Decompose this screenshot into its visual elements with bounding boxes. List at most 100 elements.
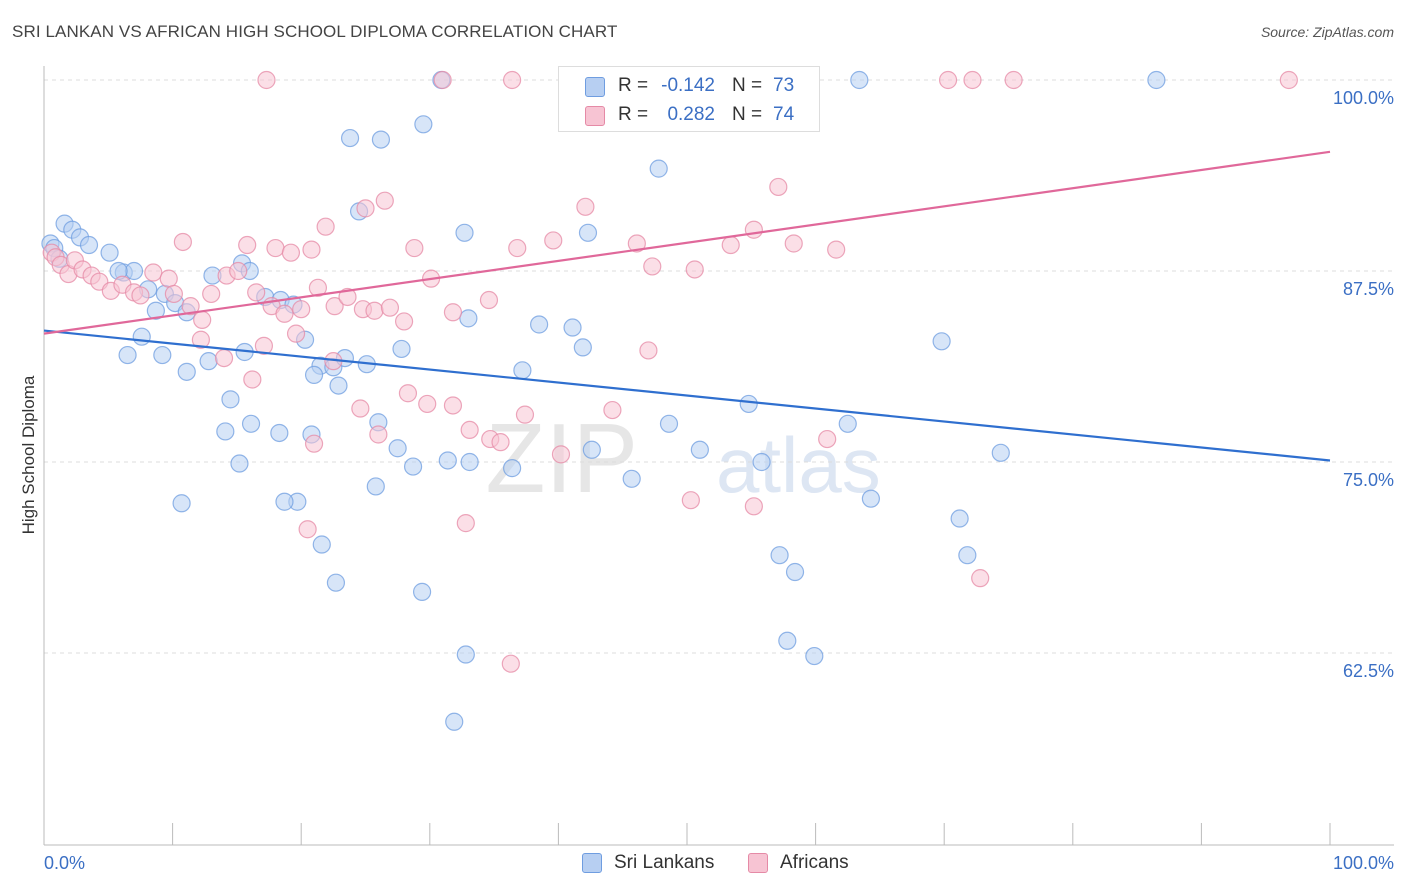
data-point (503, 70, 522, 90)
data-point (744, 220, 763, 239)
data-point (338, 287, 357, 307)
data-point (230, 454, 249, 473)
data-point (199, 352, 218, 371)
y-tick-label: 100.0% (1333, 88, 1394, 108)
data-point (445, 712, 464, 731)
data-point (275, 492, 294, 511)
data-point (144, 263, 163, 282)
x-tick-label-max: 100.0% (1333, 853, 1394, 873)
data-point (578, 223, 598, 242)
data-point (241, 414, 261, 433)
data-point (388, 439, 407, 458)
data-point (79, 235, 99, 255)
data-point (316, 217, 335, 236)
data-point (412, 582, 432, 601)
watermark: ZIP atlas (486, 403, 881, 513)
data-point (1279, 70, 1298, 90)
data-point (394, 312, 414, 331)
data-point (312, 535, 331, 554)
data-point (603, 400, 622, 420)
data-point (861, 489, 880, 508)
data-point (576, 197, 595, 216)
correlation-legend: R = -0.142 N = 73 R = 0.282 N = 74 (558, 66, 820, 132)
data-point (443, 303, 463, 322)
data-point (181, 297, 200, 316)
data-point (503, 459, 522, 478)
africans-trend-line (43, 150, 1331, 335)
data-point (304, 434, 324, 453)
data-point (515, 405, 535, 424)
data-point (971, 569, 990, 588)
y-tick-label: 75.0% (1343, 470, 1394, 490)
data-point (770, 546, 789, 565)
data-point (172, 494, 191, 513)
data-point (456, 645, 475, 664)
data-point (491, 433, 510, 452)
data-point (375, 191, 394, 210)
data-point (177, 362, 196, 381)
data-point (270, 423, 289, 443)
data-point (326, 573, 346, 592)
data-point (739, 394, 758, 414)
data-point (443, 396, 463, 415)
data-point (366, 477, 385, 496)
data-point (460, 452, 479, 472)
data-point (778, 631, 797, 650)
africans-legend-swatch (748, 853, 768, 873)
data-point (365, 301, 384, 320)
data-point (690, 440, 709, 459)
data-point (266, 238, 285, 258)
sri-lankans-trend-line (43, 329, 1331, 462)
data-point (214, 348, 234, 368)
data-point (202, 284, 221, 304)
data-point (805, 646, 824, 666)
data-point (938, 70, 958, 90)
data-point (744, 497, 763, 516)
legend-r-label: R = (618, 75, 649, 96)
data-point (281, 243, 301, 262)
legend-r-value: 0.282 (667, 104, 715, 125)
data-point (229, 261, 248, 281)
data-point (622, 469, 641, 488)
data-point (582, 440, 601, 459)
data-point (398, 384, 418, 403)
data-point (827, 240, 846, 259)
legend-row-sri-lankans: R = -0.142 N = 73 (559, 71, 819, 101)
data-point (784, 234, 803, 253)
legend-n-label: N = (732, 75, 763, 96)
legend-n-label: N = (732, 104, 763, 125)
data-point (479, 290, 499, 310)
data-point (153, 345, 172, 365)
data-point (991, 443, 1010, 462)
data-point (950, 509, 969, 528)
data-point (100, 243, 119, 262)
data-point (221, 390, 240, 409)
y-tick-label: 62.5% (1343, 661, 1394, 681)
data-point (292, 300, 311, 319)
data-point (544, 231, 563, 250)
y-tick-label: 87.5% (1343, 279, 1394, 299)
data-point (1147, 70, 1166, 90)
data-point (551, 445, 571, 464)
data-point (298, 520, 317, 539)
data-point (1004, 70, 1023, 90)
africans-swatch (585, 106, 605, 126)
data-point (302, 240, 321, 259)
data-point (685, 260, 704, 279)
data-point (958, 546, 977, 565)
data-point (627, 234, 646, 253)
data-point (371, 130, 391, 149)
data-point (513, 361, 532, 380)
data-point (308, 278, 328, 297)
data-point (501, 654, 520, 673)
data-point (132, 327, 151, 346)
data-point (414, 115, 433, 134)
legend-r-value: -0.142 (661, 75, 715, 96)
data-point (275, 304, 294, 323)
legend-label: Sri Lankans (614, 852, 715, 873)
data-point (418, 394, 437, 414)
data-point (159, 269, 178, 288)
data-point (286, 324, 306, 343)
data-point (752, 452, 771, 472)
